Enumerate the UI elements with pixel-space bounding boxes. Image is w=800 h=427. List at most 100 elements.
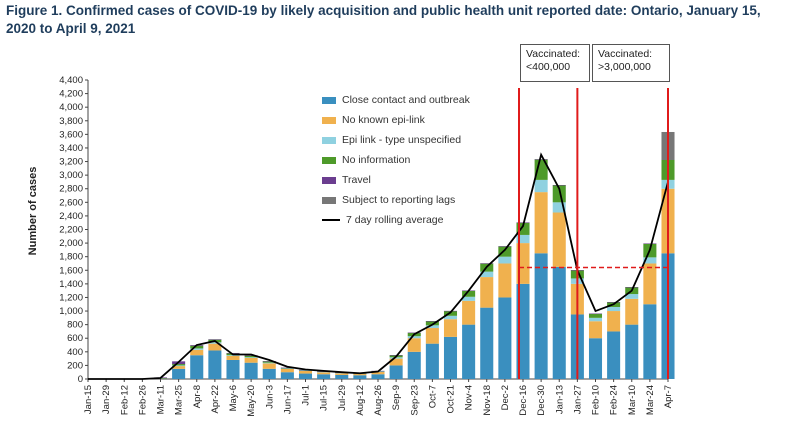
bar-epi_unspecified-31 <box>643 257 657 264</box>
bar-close_contact-8 <box>226 359 240 379</box>
legend-swatch-no_information <box>322 156 336 164</box>
chart-legend: Close contact and outbreak No known epi-l… <box>322 90 470 230</box>
bar-close_contact-7 <box>208 350 222 379</box>
bar-epi_unspecified-7 <box>208 342 222 344</box>
bar-no_epi_link-19 <box>425 328 439 344</box>
vaccinated-annotation-1: Vaccinated: <400,000 <box>520 44 590 82</box>
legend-swatch-travel <box>322 176 336 184</box>
bar-close_contact-21 <box>462 324 476 379</box>
x-tick-label-30: Mar-10 <box>627 385 638 415</box>
bar-no_information-19 <box>425 321 439 326</box>
bar-epi_unspecified-28 <box>588 317 603 322</box>
legend-label-travel: Travel <box>342 174 371 186</box>
x-tick-label-21: Nov-4 <box>464 385 475 410</box>
y-tick-label-4: 800 <box>67 320 83 331</box>
y-tick-label-1: 200 <box>67 360 83 371</box>
x-tick-label-12: Jul-1 <box>301 385 312 406</box>
bar-epi_unspecified-29 <box>607 306 621 312</box>
bar-no_epi_link-21 <box>462 300 476 325</box>
bar-close_contact-6 <box>190 355 204 379</box>
bar-no_epi_link-17 <box>389 358 403 366</box>
y-tick-label-22: 4,400 <box>59 75 83 86</box>
bar-travel-30 <box>625 287 639 288</box>
bar-epi_unspecified-26 <box>552 202 566 213</box>
bar-epi_unspecified-14 <box>335 372 349 374</box>
y-tick-label-19: 3,800 <box>59 116 83 127</box>
y-tick-label-6: 1,200 <box>59 292 83 303</box>
bar-travel-26 <box>552 184 566 186</box>
bar-no_epi_link-14 <box>335 373 349 375</box>
bar-no_epi_link-13 <box>317 372 331 375</box>
y-tick-label-14: 2,800 <box>59 184 83 195</box>
legend-item-no_epi_link: No known epi-link <box>322 110 470 130</box>
y-tick-label-11: 2,200 <box>59 225 83 236</box>
bar-no_information-10 <box>262 361 276 363</box>
x-tick-label-18: Sep-23 <box>409 385 420 416</box>
legend-swatch-epi_unspecified <box>322 136 336 144</box>
bar-close_contact-29 <box>607 331 621 379</box>
x-tick-label-10: Jun-3 <box>264 385 275 409</box>
bar-epi_unspecified-22 <box>480 271 494 278</box>
bar-epi_unspecified-11 <box>280 368 294 369</box>
bar-close_contact-10 <box>262 368 276 379</box>
x-tick-label-13: Jul-15 <box>319 385 330 411</box>
vaccinated-annotation-2-line-2: >3,000,000 <box>598 61 651 73</box>
bar-close_contact-26 <box>552 266 566 379</box>
bar-no_epi_link-28 <box>588 321 603 339</box>
x-tick-label-32: Apr-7 <box>663 385 674 408</box>
y-tick-label-16: 3,200 <box>59 157 83 168</box>
x-tick-label-16: Aug-26 <box>373 385 384 416</box>
bar-epi_unspecified-17 <box>389 357 403 359</box>
x-tick-label-6: Apr-8 <box>192 385 203 408</box>
bar-no_information-5 <box>172 364 186 366</box>
y-tick-label-21: 4,200 <box>59 89 83 100</box>
bar-epi_unspecified-5 <box>172 365 186 367</box>
bar-close_contact-30 <box>625 324 639 379</box>
x-tick-label-25: Dec-30 <box>536 385 547 416</box>
x-tick-label-0: Jan-15 <box>83 385 94 414</box>
legend-label-no_information: No information <box>342 154 411 166</box>
bar-epi_unspecified-24 <box>516 234 530 244</box>
x-tick-label-24: Dec-16 <box>518 385 529 416</box>
bar-travel-25 <box>534 159 548 160</box>
x-tick-label-17: Sep-9 <box>391 385 402 410</box>
page-title: Figure 1. Confirmed cases of COVID-19 by… <box>6 3 761 36</box>
bar-epi_unspecified-12 <box>298 370 313 372</box>
y-tick-label-8: 1,600 <box>59 265 83 276</box>
legend-swatch-close_contact <box>322 96 336 104</box>
x-tick-label-8: May-6 <box>228 385 239 411</box>
bar-epi_unspecified-10 <box>262 362 276 364</box>
x-tick-label-5: Mar-25 <box>174 385 185 415</box>
bar-epi_unspecified-8 <box>226 355 240 356</box>
y-tick-label-10: 2,000 <box>59 238 83 249</box>
bar-close_contact-13 <box>317 374 331 379</box>
bar-close_contact-12 <box>298 373 313 379</box>
bar-epi_unspecified-19 <box>425 325 439 329</box>
bar-no_information-9 <box>244 355 258 358</box>
y-tick-label-7: 1,400 <box>59 279 83 290</box>
bar-no_epi_link-16 <box>371 371 385 375</box>
vaccinated-annotation-2-line-1: Vaccinated: <box>598 48 653 60</box>
x-tick-label-23: Dec-2 <box>500 385 511 410</box>
bar-travel-29 <box>607 302 621 303</box>
bar-no_epi_link-15 <box>353 373 367 376</box>
bar-close_contact-5 <box>172 368 186 379</box>
legend-swatch-rolling_avg <box>322 219 340 221</box>
bar-no_epi_link-6 <box>190 349 204 356</box>
bar-no_epi_link-23 <box>498 263 512 298</box>
x-tick-label-26: Jan-13 <box>554 385 565 414</box>
legend-swatch-no_epi_link <box>322 116 336 124</box>
legend-item-reporting_lags: Subject to reporting lags <box>322 190 470 210</box>
bar-close_contact-18 <box>407 351 421 379</box>
y-tick-label-13: 2,600 <box>59 197 83 208</box>
x-tick-label-20: Oct-21 <box>446 385 457 414</box>
bar-travel-10 <box>262 361 276 362</box>
bar-travel-19 <box>425 321 439 322</box>
x-tick-label-14: Jul-29 <box>337 385 348 411</box>
bar-close_contact-23 <box>498 297 512 379</box>
x-tick-label-1: Jan-29 <box>101 385 112 414</box>
bar-no_epi_link-7 <box>208 343 222 351</box>
bar-no_epi_link-12 <box>298 370 313 374</box>
bar-close_contact-22 <box>480 307 494 379</box>
